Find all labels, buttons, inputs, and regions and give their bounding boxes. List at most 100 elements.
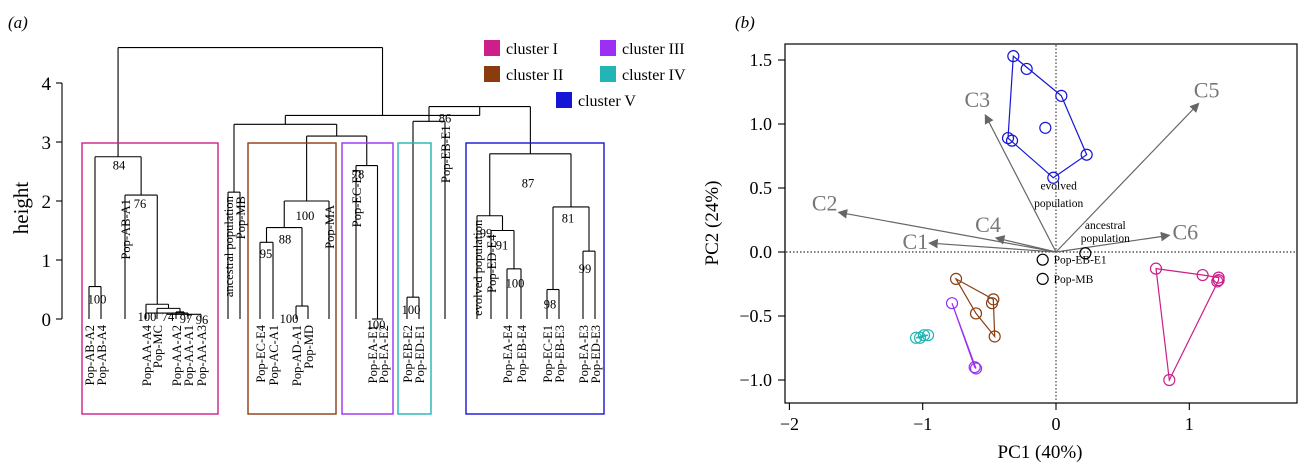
pca-point <box>1212 271 1225 284</box>
pca-point <box>969 307 983 320</box>
pca-point <box>1080 148 1093 161</box>
node-label: 96 <box>196 313 209 327</box>
node-label: 86 <box>439 111 452 125</box>
dendrogram-y-axis: 0 1 2 3 4 <box>42 74 63 331</box>
loading-label: C1 <box>903 229 929 254</box>
leaf-label: Pop-AA-A2 <box>170 325 184 386</box>
pca-point <box>1055 89 1068 102</box>
node-label: 100 <box>88 293 107 307</box>
leaf-label: Pop-EB-E4 <box>515 324 529 382</box>
y-tick-label: 1 <box>42 251 52 272</box>
legend-swatch <box>600 66 616 82</box>
pca-ylabel: PC2 (24%) <box>702 181 723 266</box>
node-label: 97 <box>180 312 193 326</box>
leaf-label: Pop-AB-A1 <box>119 199 133 259</box>
leaf-label: Pop-AA-A4 <box>140 324 154 386</box>
node-label: 74 <box>162 310 175 324</box>
pca-point <box>1079 247 1092 260</box>
pca-point-labels: Pop-EB-E1 Pop-MB <box>1054 255 1107 286</box>
pca-point <box>1020 62 1033 76</box>
node-label: 84 <box>113 159 126 173</box>
loading-arrow <box>1055 231 1171 253</box>
y-tick-label: 2 <box>42 192 52 213</box>
y-tick-label: 4 <box>42 74 52 95</box>
pca-point <box>985 297 999 310</box>
leaf-label: Pop-MC <box>151 325 165 368</box>
pca-annotation: evolved <box>1040 180 1077 192</box>
node-label: 100 <box>280 312 299 326</box>
legend-label: cluster I <box>506 41 558 58</box>
node-label: 88 <box>279 232 292 246</box>
cluster-box <box>397 142 432 415</box>
pca-xlabel: PC1 (40%) <box>998 442 1083 463</box>
loading-arrow <box>984 113 1057 253</box>
loading-label: C6 <box>1172 219 1198 244</box>
y-tick-label: 0.5 <box>750 178 773 198</box>
dendrogram-tree <box>88 47 596 320</box>
pca-axes: −2 −1 0 1 −1.0 −0.5 0.0 0.5 1.0 1.5 <box>739 50 1193 434</box>
loading-arrow <box>1055 102 1200 253</box>
pca-point <box>988 330 1001 343</box>
leaf-label: Pop-ED-E4 <box>485 234 499 293</box>
node-label: 81 <box>562 212 575 226</box>
pca-point <box>1007 50 1020 63</box>
legend-swatch <box>556 92 572 108</box>
loading-label: C2 <box>812 190 838 215</box>
legend-swatch <box>484 40 500 56</box>
node-label: 100 <box>506 277 525 291</box>
pca-point <box>949 272 963 285</box>
leaf-label: Pop-AA-A3 <box>195 325 209 386</box>
y-tick-label: 0 <box>42 310 52 331</box>
panel-a-label: (a) <box>8 13 28 32</box>
leaf-label: Pop-EC-E3 <box>350 170 364 228</box>
legend-label: cluster II <box>506 67 563 84</box>
legend-label: cluster IV <box>622 67 686 84</box>
leaf-label: Pop-MD <box>302 325 316 369</box>
node-label: 78 <box>352 167 365 181</box>
x-tick-label: −2 <box>780 414 799 434</box>
node-label: 76 <box>134 197 147 211</box>
cluster-box <box>81 142 219 415</box>
cluster-hull <box>954 277 996 339</box>
x-tick-label: 1 <box>1185 414 1194 434</box>
pca-panel: (b) −2 −1 0 1−1.0−0.50.00.51.01.5 C3 C5C2C4C… <box>702 13 1298 463</box>
leaf-label: Pop-AB-A2 <box>83 325 97 385</box>
pca-point <box>945 297 959 310</box>
node-label: 99 <box>579 262 592 276</box>
x-tick-label: −1 <box>913 414 932 434</box>
pca-point <box>1149 262 1163 275</box>
cluster-box <box>247 142 337 415</box>
y-tick-label: 1.5 <box>750 50 773 70</box>
y-tick-label: −1.0 <box>739 370 772 390</box>
node-label: 98 <box>544 297 557 311</box>
leaf-label: Pop-EB-E1 <box>439 125 453 183</box>
leaf-label: Pop-EC-E1 <box>541 325 555 383</box>
leaf-label: Pop-MA <box>323 205 337 249</box>
pca-point <box>969 362 983 375</box>
loading-arrow <box>837 209 1057 253</box>
leaf-label: Pop-AA-A1 <box>182 325 196 386</box>
cluster-hull <box>1155 267 1220 383</box>
cluster-hull <box>1007 54 1088 179</box>
pca-points <box>909 50 1225 387</box>
y-tick-label: −0.5 <box>739 306 772 326</box>
pca-point <box>913 331 927 344</box>
legend-label: cluster V <box>578 93 636 110</box>
cluster-hull <box>951 302 977 369</box>
node-label: 91 <box>496 238 509 252</box>
cluster-hulls <box>915 54 1220 383</box>
loading-label: C5 <box>1194 78 1220 103</box>
leaf-label: Pop-ED-E3 <box>589 325 603 383</box>
cluster-boxes <box>81 142 605 415</box>
node-label: 87 <box>522 176 535 190</box>
y-tick-label: 1.0 <box>750 114 773 134</box>
loading-arrow <box>928 238 1057 253</box>
leaf-label: Pop-EB-E2 <box>401 325 415 383</box>
cluster-box <box>341 142 394 415</box>
pca-annotation: population <box>1081 233 1130 245</box>
legend-label: cluster III <box>622 41 685 58</box>
panel-b-label: (b) <box>735 13 755 32</box>
y-tick-label: 0.0 <box>750 242 773 262</box>
